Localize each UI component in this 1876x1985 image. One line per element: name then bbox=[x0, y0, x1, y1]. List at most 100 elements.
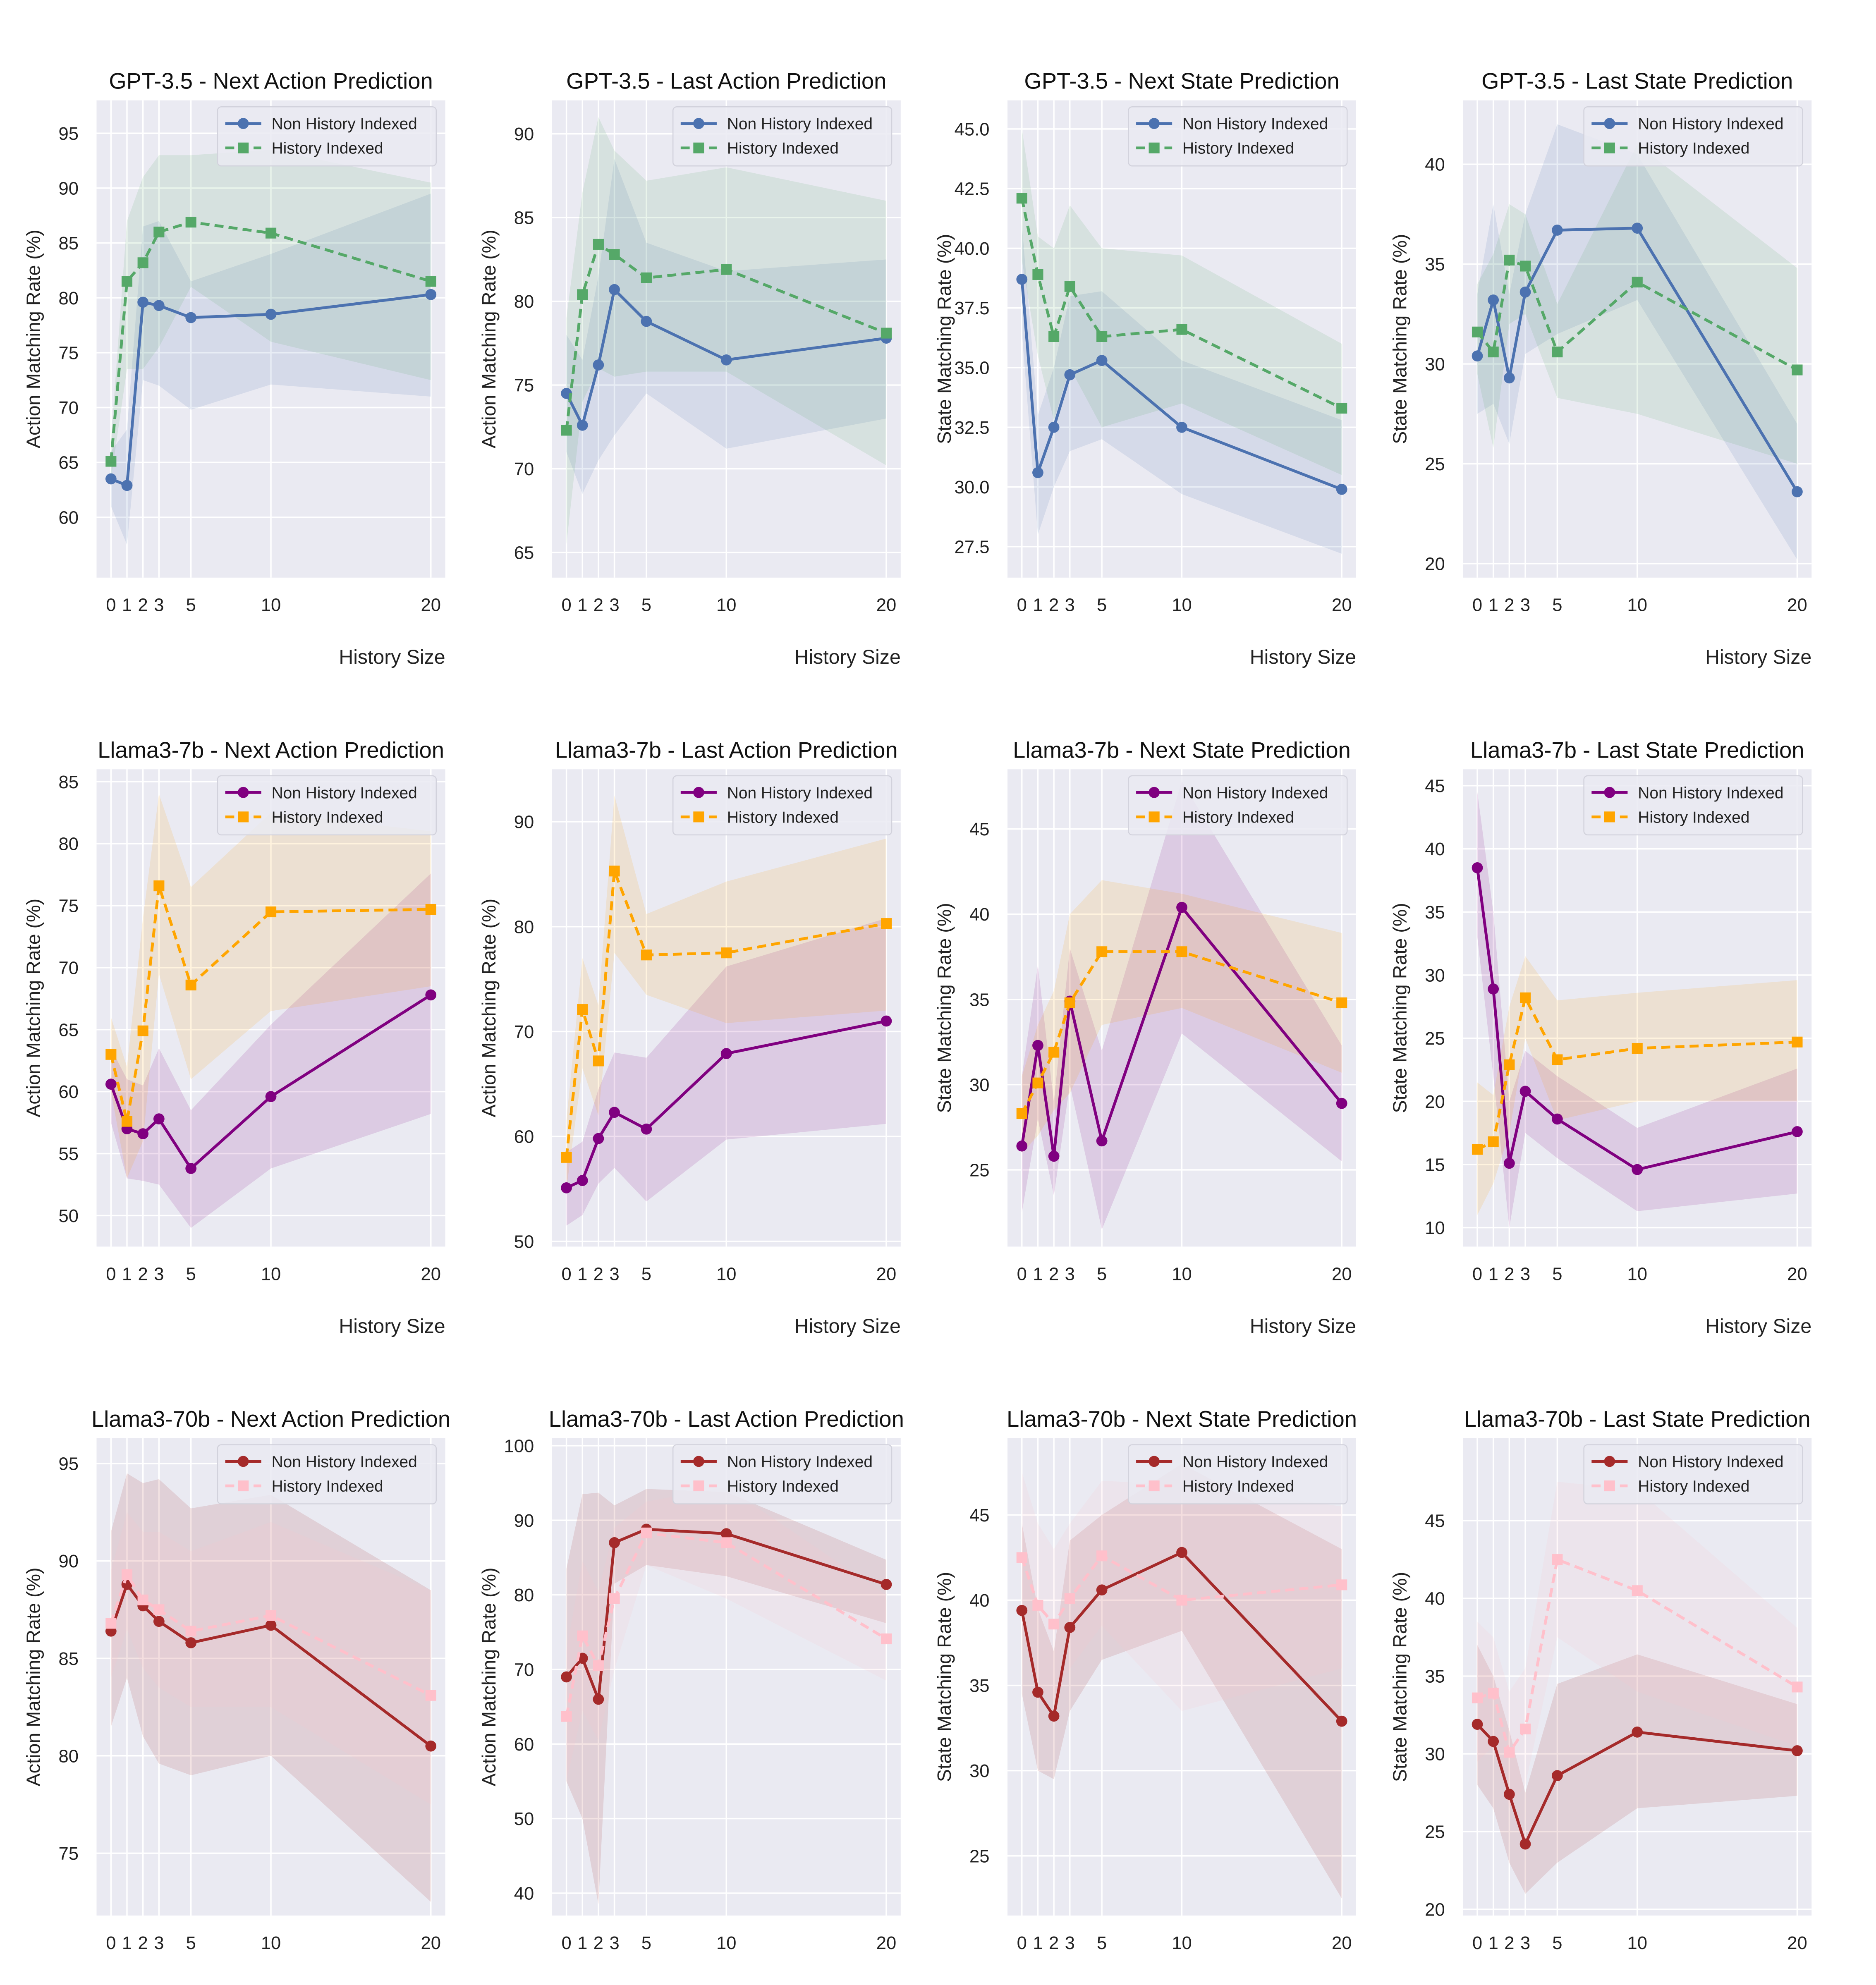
y-tick-label: 95 bbox=[59, 1454, 79, 1474]
confidence-band bbox=[1022, 781, 1342, 1230]
data-point bbox=[1176, 1595, 1187, 1606]
data-point bbox=[641, 316, 652, 327]
y-tick-label: 42.5 bbox=[955, 179, 990, 199]
data-point bbox=[1016, 1108, 1027, 1119]
data-point bbox=[577, 1004, 588, 1015]
y-tick-label: 45 bbox=[969, 1506, 989, 1526]
legend-label: Non History Indexed bbox=[1638, 1453, 1783, 1471]
data-point bbox=[641, 1123, 652, 1135]
x-tick-label: 2 bbox=[138, 1264, 148, 1284]
data-point bbox=[137, 1594, 148, 1605]
legend-label: History Indexed bbox=[1182, 140, 1294, 158]
data-point bbox=[1504, 1747, 1515, 1758]
data-point bbox=[1503, 1158, 1515, 1169]
x-tick-label: 0 bbox=[1472, 1264, 1482, 1284]
y-tick-label: 60 bbox=[59, 1082, 79, 1102]
x-axis-label: History Size bbox=[1705, 1984, 1811, 1985]
legend-marker bbox=[237, 118, 249, 129]
legend-marker bbox=[1149, 118, 1160, 129]
data-point bbox=[1048, 421, 1060, 433]
confidence-band bbox=[1477, 1645, 1797, 1894]
y-tick-label: 60 bbox=[514, 1127, 534, 1147]
legend: Non History Indexed History Indexed bbox=[217, 1444, 437, 1504]
y-tick-label: 25 bbox=[969, 1160, 989, 1180]
x-tick-label: 10 bbox=[261, 1264, 281, 1284]
x-tick-label: 2 bbox=[593, 1933, 603, 1953]
x-tick-label: 5 bbox=[641, 596, 651, 615]
x-tick-label: 0 bbox=[561, 596, 571, 615]
x-tick-label: 5 bbox=[1097, 596, 1107, 615]
data-point bbox=[561, 425, 572, 436]
x-tick-label: 3 bbox=[154, 1933, 164, 1953]
x-tick-label: 2 bbox=[593, 1264, 603, 1284]
x-tick-label: 3 bbox=[1520, 1933, 1530, 1953]
confidence-band bbox=[1022, 129, 1342, 475]
chart-title: Llama3-7b - Last Action Prediction bbox=[555, 737, 898, 763]
x-axis-label: History Size bbox=[1250, 1984, 1356, 1985]
x-tick-label: 2 bbox=[593, 596, 603, 615]
chart-title: Llama3-70b - Next Action Prediction bbox=[91, 1406, 450, 1432]
y-axis-label: Action Matching Rate (%) bbox=[478, 230, 500, 448]
confidence-band bbox=[566, 795, 886, 1189]
data-point bbox=[720, 1048, 732, 1059]
x-tick-label: 1 bbox=[577, 596, 587, 615]
legend-label: History Indexed bbox=[1638, 808, 1749, 826]
legend-label: History Indexed bbox=[1638, 140, 1749, 158]
y-tick-label: 55 bbox=[59, 1144, 79, 1164]
data-point bbox=[153, 880, 165, 892]
x-tick-label: 5 bbox=[641, 1264, 651, 1284]
data-point bbox=[1016, 1140, 1028, 1152]
data-point bbox=[1032, 1040, 1043, 1051]
x-tick-label: 3 bbox=[609, 596, 619, 615]
data-point bbox=[1504, 254, 1515, 266]
data-point bbox=[1551, 1770, 1563, 1782]
x-tick-label: 5 bbox=[1552, 1264, 1562, 1284]
x-tick-label: 20 bbox=[421, 1933, 441, 1953]
x-tick-label: 1 bbox=[122, 596, 132, 615]
data-point bbox=[1792, 486, 1803, 497]
data-point bbox=[1792, 1681, 1803, 1693]
data-point bbox=[1016, 1552, 1027, 1563]
x-tick-label: 1 bbox=[122, 1264, 132, 1284]
data-point bbox=[185, 1163, 197, 1174]
x-tick-label: 3 bbox=[609, 1264, 619, 1284]
y-tick-label: 90 bbox=[514, 813, 534, 832]
data-point bbox=[1792, 364, 1803, 375]
data-point bbox=[593, 359, 604, 371]
y-tick-label: 15 bbox=[1425, 1155, 1445, 1175]
y-tick-label: 90 bbox=[59, 179, 79, 198]
data-point bbox=[425, 904, 436, 915]
y-tick-label: 95 bbox=[59, 124, 79, 144]
chart-title: Llama3-7b - Next Action Prediction bbox=[98, 737, 444, 763]
legend-label: Non History Indexed bbox=[727, 784, 873, 802]
data-point bbox=[1503, 1789, 1515, 1800]
legend-marker bbox=[693, 118, 704, 129]
y-tick-label: 35 bbox=[1425, 1667, 1445, 1687]
data-point bbox=[1551, 225, 1563, 236]
x-tick-label: 20 bbox=[876, 1264, 896, 1284]
x-tick-label: 1 bbox=[577, 1264, 587, 1284]
data-point bbox=[137, 1025, 148, 1036]
legend-marker bbox=[238, 1480, 249, 1492]
data-point bbox=[425, 1740, 437, 1752]
x-tick-label: 1 bbox=[1488, 1933, 1498, 1953]
x-tick-label: 20 bbox=[421, 1264, 441, 1284]
chart-panel: Llama3-7b - Last State Prediction1015202… bbox=[1389, 737, 1812, 1337]
legend-marker bbox=[693, 142, 704, 153]
data-point bbox=[593, 1055, 604, 1067]
x-tick-label: 10 bbox=[261, 1933, 281, 1953]
x-tick-label: 1 bbox=[1033, 596, 1043, 615]
chart-title: GPT-3.5 - Last Action Prediction bbox=[566, 69, 886, 94]
x-tick-label: 10 bbox=[1627, 1264, 1647, 1284]
legend-label: Non History Indexed bbox=[1638, 115, 1783, 133]
x-tick-label: 20 bbox=[1787, 596, 1807, 615]
data-point bbox=[105, 1079, 117, 1090]
data-point bbox=[561, 1182, 572, 1193]
data-point bbox=[265, 1619, 277, 1631]
y-tick-label: 90 bbox=[514, 124, 534, 144]
legend-label: Non History Indexed bbox=[272, 115, 417, 133]
x-tick-label: 5 bbox=[641, 1933, 651, 1953]
chart-panel: GPT-3.5 - Next Action Prediction 60 65 70 75… bbox=[23, 69, 445, 669]
x-tick-label: 2 bbox=[1504, 1264, 1514, 1284]
chart-panel: Llama3-7b - Last Action Prediction506070… bbox=[478, 737, 901, 1337]
